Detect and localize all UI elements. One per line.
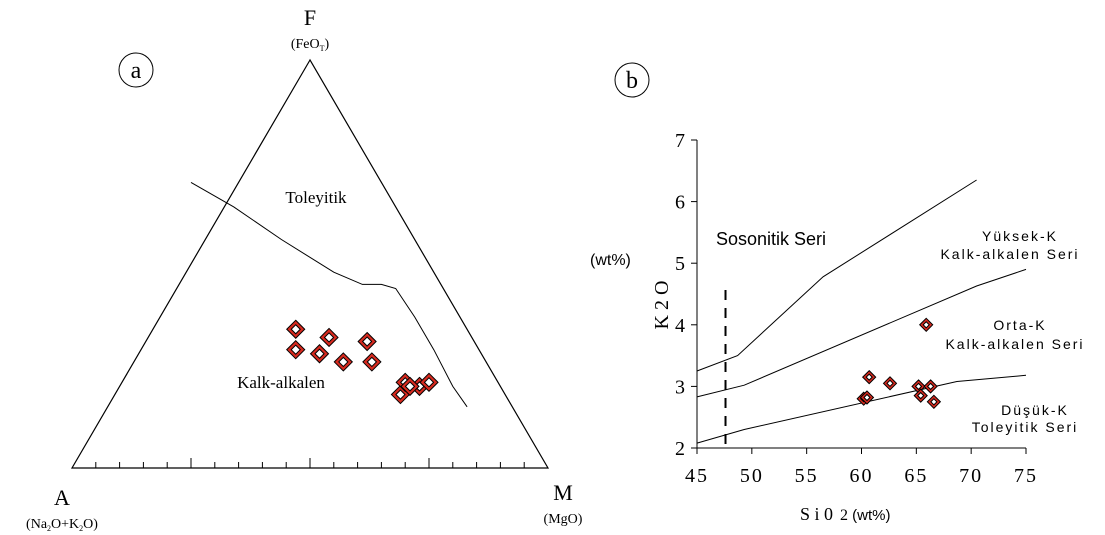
x-tick-label: 60 (850, 465, 874, 487)
region-label-toleyitik: Toleyitik (285, 188, 347, 207)
scatter-marker-inner (930, 398, 938, 406)
region-label-kalk-alkalen: Kalk-alkalen (237, 373, 325, 392)
scatter-marker-inner (863, 393, 871, 402)
y-tick-label: 6 (675, 192, 685, 214)
ternary-marker-inner (395, 389, 406, 400)
ternary-triangle (70, 58, 550, 469)
scatter-marker-inner (922, 321, 930, 329)
panel-b-label: b (626, 68, 638, 94)
x-tick-label: 50 (740, 465, 764, 487)
series-label-kalk-alkalen-1: Kalk-alkalen Seri (940, 246, 1079, 262)
ternary-marker-inner (404, 381, 416, 392)
scatter-marker-inner (865, 373, 873, 381)
series-label-kalk-alkalen-2: Kalk-alkalen Seri (945, 336, 1084, 352)
scatter-data-points (856, 317, 942, 410)
ternary-data-point (362, 352, 382, 372)
ternary-marker-inner (361, 336, 373, 347)
ternary-marker-inner (366, 356, 378, 368)
y-tick-label: 3 (675, 376, 685, 398)
scatter-data-point (882, 376, 898, 391)
panel-b-circle (614, 62, 650, 98)
ternary-marker-inner (323, 332, 335, 343)
y-tick-label: 4 (675, 315, 685, 337)
scatter-data-point (913, 388, 928, 403)
ternary-data-point (419, 372, 439, 393)
ternary-marker-inner (290, 344, 301, 355)
tholeiitic-calcalkaline-boundary (190, 181, 468, 408)
ternary-panel: a F (FeOT) A (Na2O+K2O) M (MgO) Toleyiti… (26, 5, 583, 533)
boundary-medium-k (696, 268, 1027, 398)
ternary-data-points (286, 319, 439, 405)
scatter-data-point (918, 317, 934, 333)
series-label-yuksek-k: Yüksek-K (982, 228, 1058, 244)
series-label-orta-k: Orta-K (993, 317, 1046, 333)
ternary-data-point (286, 339, 306, 360)
ternary-base-ticks (95, 458, 525, 468)
x-tick-label: 45 (685, 465, 709, 487)
scatter-marker-inner (914, 382, 923, 391)
ternary-data-point (319, 327, 339, 348)
ternary-marker-inner (314, 348, 325, 359)
panel-a-label: a (131, 58, 142, 84)
y-axis-unit: (wt%) (590, 252, 631, 269)
boundary-high-k (696, 179, 977, 372)
scatter-data-point (926, 394, 942, 410)
ternary-data-point (357, 331, 377, 352)
ternary-data-point (286, 319, 306, 339)
ternary-marker-inner (423, 377, 435, 388)
scatter-data-point (859, 390, 875, 405)
series-label-toleyitik: Toleyitik Seri (972, 419, 1079, 435)
scatter-data-point (923, 379, 938, 394)
ternary-data-point (309, 344, 330, 364)
y-axis-label: K 2 O (651, 281, 673, 330)
series-label-sosonitik: Sosonitik Seri (716, 229, 826, 249)
vertex-a-label: A (54, 485, 70, 510)
y-tick-label: 2 (675, 438, 685, 460)
x-tick-label: 55 (795, 465, 819, 487)
ternary-data-point (400, 376, 420, 397)
scatter-marker-inner (926, 382, 935, 391)
scatter-marker-inner (886, 379, 894, 388)
vertex-f-label: F (304, 5, 316, 30)
vertex-m-label: M (553, 480, 573, 505)
ternary-marker-inner (290, 324, 301, 335)
vertex-m-sublabel: (MgO) (544, 512, 583, 527)
y-tick-label: 5 (675, 253, 685, 275)
x-tick-label: 70 (959, 465, 983, 487)
panel-a-circle (118, 52, 154, 88)
y-tick-label: 7 (675, 130, 685, 152)
vertex-f-sublabel: (FeOT) (291, 37, 330, 53)
scatter-data-point (861, 369, 877, 385)
ternary-data-point (333, 352, 354, 372)
x-tick-label: 65 (904, 465, 928, 487)
scatter-marker-inner (917, 391, 925, 400)
boundary-low-k (696, 374, 1027, 444)
vertex-a-sublabel: (Na2O+K2O) (26, 517, 98, 533)
x-tick-label: 75 (1014, 465, 1038, 487)
ternary-marker-inner (338, 356, 349, 368)
series-label-dusuk-k: Düşük-K (1001, 402, 1069, 418)
